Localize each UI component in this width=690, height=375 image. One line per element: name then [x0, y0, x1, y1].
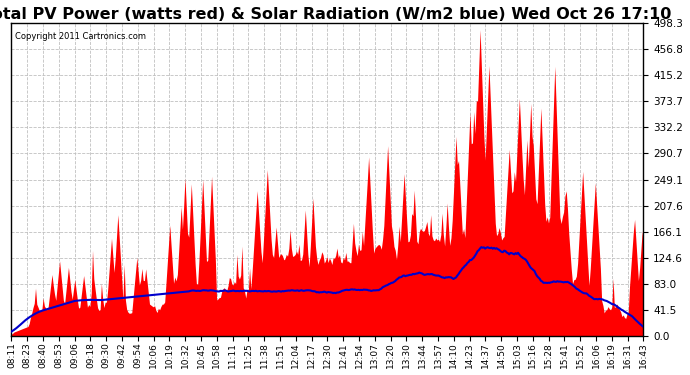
- Title: Total PV Power (watts red) & Solar Radiation (W/m2 blue) Wed Oct 26 17:10: Total PV Power (watts red) & Solar Radia…: [0, 7, 671, 22]
- Text: Copyright 2011 Cartronics.com: Copyright 2011 Cartronics.com: [14, 33, 146, 42]
